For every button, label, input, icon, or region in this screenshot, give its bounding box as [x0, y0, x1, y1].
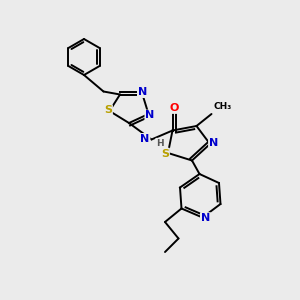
- Text: N: N: [146, 110, 154, 121]
- Text: O: O: [169, 103, 179, 113]
- Text: S: S: [161, 148, 169, 159]
- Text: N: N: [138, 87, 147, 97]
- Text: H: H: [156, 139, 164, 148]
- Text: S: S: [104, 105, 112, 116]
- Text: N: N: [209, 138, 218, 148]
- Text: CH₃: CH₃: [214, 102, 232, 111]
- Text: N: N: [201, 213, 210, 223]
- Text: N: N: [140, 134, 149, 144]
